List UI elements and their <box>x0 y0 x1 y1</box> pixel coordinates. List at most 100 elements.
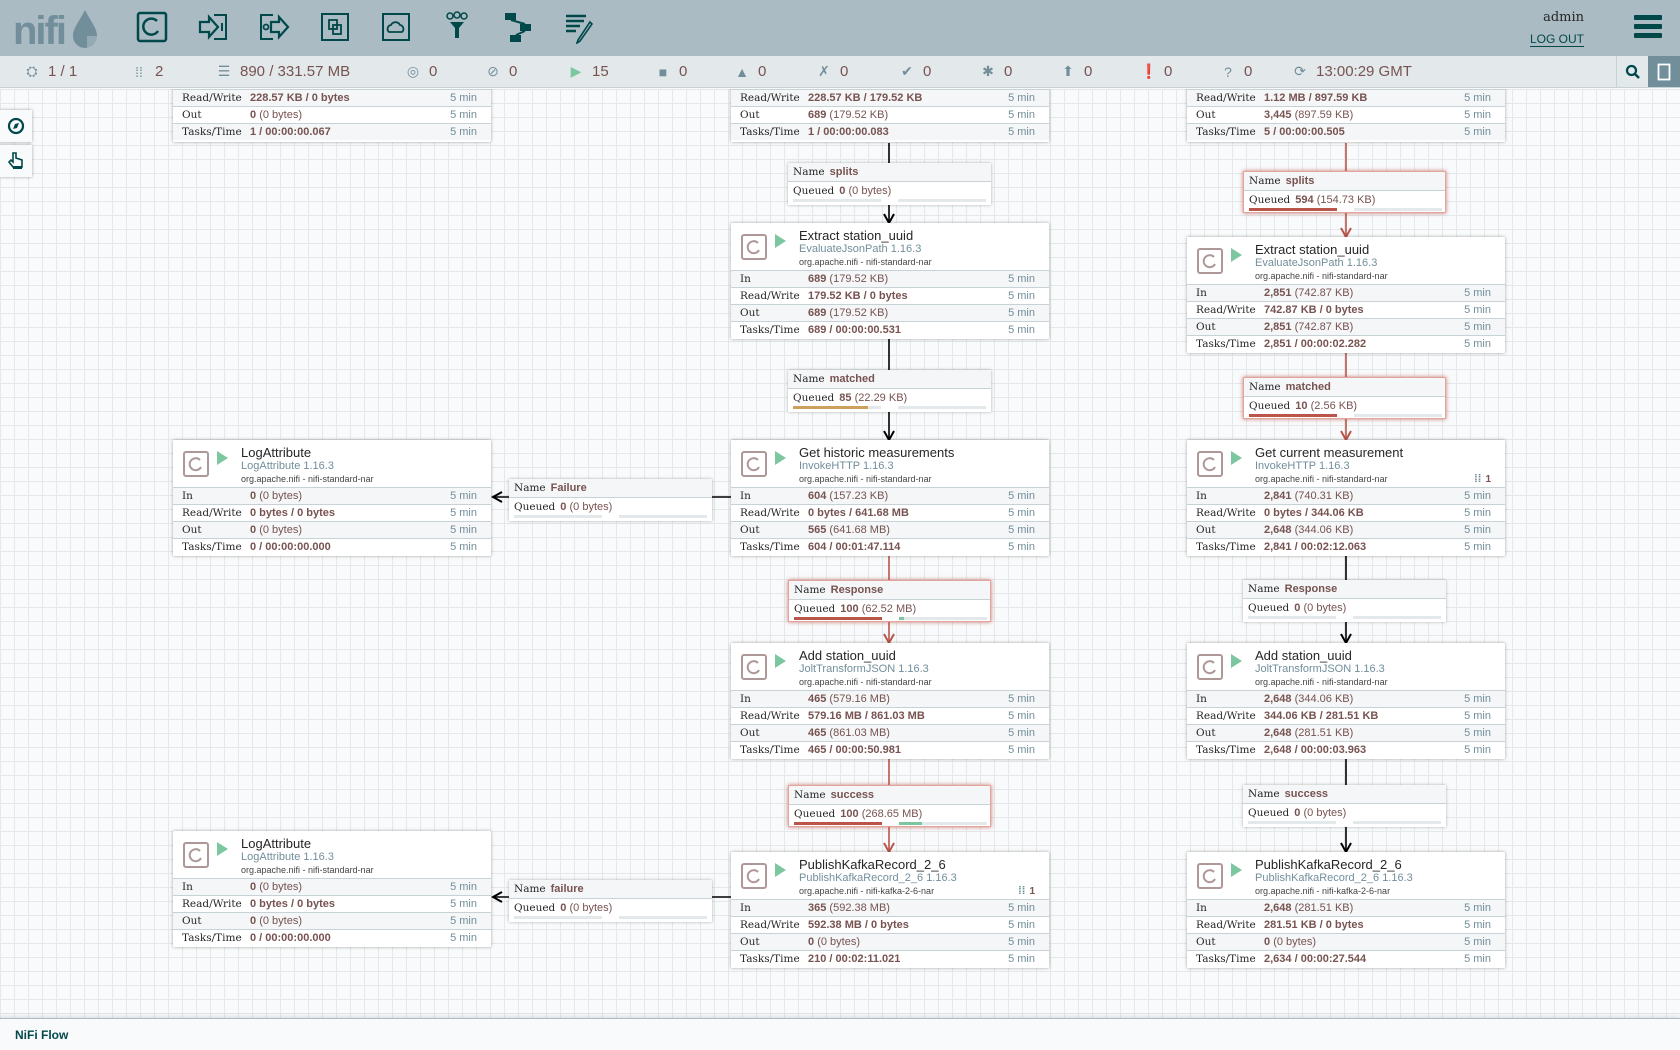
stat-value: 3,445 (897.59 KB) <box>1264 107 1353 123</box>
stat-row-read-write: Read/Write 0 bytes / 641.68 MB 5 min <box>731 504 1049 521</box>
stat-size: (0 bytes) <box>259 490 302 502</box>
flow-status-toggle-button[interactable] <box>1648 56 1680 87</box>
processor-type: EvaluateJsonPath 1.16.3 <box>799 243 922 255</box>
stat-window: 5 min <box>1008 727 1035 739</box>
stat-window: 5 min <box>1008 744 1035 756</box>
processor[interactable]: PublishKafkaRecord_2_6 PublishKafkaRecord… <box>731 852 1049 968</box>
stat-row-tasks-time: Tasks/Time 0 / 00:00:00.000 5 min <box>173 538 491 555</box>
stat-label: Tasks/Time <box>182 126 242 138</box>
stat-value: 2,648 (281.51 KB) <box>1264 900 1353 916</box>
navigate-button[interactable] <box>0 110 32 142</box>
input-port-icon[interactable] <box>196 10 230 44</box>
stat-label: Out <box>1196 524 1216 536</box>
queued-label: Queued <box>514 501 556 513</box>
queue-count-bar <box>514 515 602 518</box>
refresh-status[interactable]: ⟳ 13:00:29 GMT <box>1292 63 1412 80</box>
stat-count: 0 bytes / 641.68 MB <box>808 507 909 519</box>
stat-value: 0 (0 bytes) <box>250 913 302 929</box>
stat-count: 0 bytes / 344.06 KB <box>1264 507 1364 519</box>
funnel-icon[interactable] <box>440 10 474 44</box>
queued-label: Queued <box>794 808 836 820</box>
stat-label: Read/Write <box>740 919 800 931</box>
connection-label[interactable]: Name success Queued 0 (0 bytes) <box>1243 785 1446 827</box>
stat-value: 689 (179.52 KB) <box>808 305 888 321</box>
connection-name-row: Name splits <box>788 163 991 182</box>
stat-label: In <box>182 881 193 893</box>
stat-row-tasks-time: Tasks/Time 2,634 / 00:00:27.544 5 min <box>1187 950 1505 967</box>
stat-size: (742.87 KB) <box>1294 287 1354 299</box>
processor[interactable]: LogAttribute LogAttribute 1.16.3 org.apach… <box>173 440 491 556</box>
stat-size: (179.52 KB) <box>829 307 889 319</box>
queued-label: Queued <box>1249 194 1291 206</box>
processor-icon[interactable] <box>135 10 169 44</box>
stat-size: (281.51 KB) <box>1294 902 1354 914</box>
stat-row-in: In 0 (0 bytes) 5 min <box>173 878 491 895</box>
label-icon[interactable] <box>562 10 596 45</box>
stat-label: Tasks/Time <box>740 744 800 756</box>
name-label: Name <box>1249 175 1281 187</box>
stat-label: Tasks/Time <box>740 953 800 965</box>
stat-value: 689 (179.52 KB) <box>808 271 888 287</box>
processor[interactable]: Extract station_uuid EvaluateJsonPath 1.1… <box>1187 237 1505 353</box>
stat-row-tasks-time: Tasks/Time 2,841 / 00:02:12.063 5 min <box>1187 538 1505 555</box>
processor-icon <box>1197 654 1223 680</box>
processor[interactable]: Add station_uuid JoltTransformJSON 1.16.3… <box>1187 643 1505 759</box>
process-group-icon[interactable] <box>318 10 352 44</box>
flow-canvas[interactable]: Read/Write 228.57 KB / 0 bytes 5 min Out 0 (… <box>0 89 1680 1018</box>
connection-label[interactable]: Name Response Queued 100 (62.52 MB) <box>788 580 991 622</box>
connection-label[interactable]: Name splits Queued 594 (154.73 KB) <box>1243 171 1446 213</box>
stat-label: Tasks/Time <box>1196 126 1256 138</box>
processor[interactable]: Read/Write 228.57 KB / 179.52 KB 5 min Out 6… <box>731 89 1049 142</box>
template-icon[interactable] <box>501 10 535 44</box>
nifi-logo: nifi <box>13 9 99 50</box>
processor[interactable]: LogAttribute LogAttribute 1.16.3 org.apach… <box>173 831 491 947</box>
processor-name: PublishKafkaRecord_2_6 <box>1255 857 1402 872</box>
operate-button[interactable] <box>0 145 32 177</box>
queued-count: 0 <box>1294 602 1301 614</box>
output-port-icon[interactable] <box>257 10 291 44</box>
stat-window: 5 min <box>1008 92 1035 104</box>
connection-name-row: Name success <box>1243 785 1446 804</box>
logout-link[interactable]: LOG OUT <box>1529 32 1584 47</box>
active-threads-status: ⁞⁞ 2 <box>131 63 163 80</box>
hamburger-menu-icon[interactable] <box>1634 15 1662 39</box>
processor[interactable]: Extract station_uuid EvaluateJsonPath 1.1… <box>731 223 1049 339</box>
processor[interactable]: PublishKafkaRecord_2_6 PublishKafkaRecord… <box>1187 852 1505 968</box>
connection-name-row: Name Failure <box>509 479 712 498</box>
stat-row-read-write: Read/Write 579.16 MB / 861.03 MB 5 min <box>731 707 1049 724</box>
processor[interactable]: Get current measurement InvokeHTTP 1.16.3… <box>1187 440 1505 556</box>
connection-label[interactable]: Name Response Queued 0 (0 bytes) <box>1243 580 1446 622</box>
connection-label[interactable]: Name success Queued 100 (268.65 MB) <box>788 785 991 827</box>
connection-label[interactable]: Name splits Queued 0 (0 bytes) <box>788 163 991 205</box>
connection-label[interactable]: Name Failure Queued 0 (0 bytes) <box>509 479 712 521</box>
stat-row-out: Out 2,648 (281.51 KB) 5 min <box>1187 724 1505 741</box>
processor-stats: Read/Write 228.57 KB / 0 bytes 5 min Out 0 (… <box>173 89 491 140</box>
queue-count-fill <box>793 406 868 409</box>
queued-size: (0 bytes) <box>569 902 613 914</box>
refresh-icon[interactable]: ⟳ <box>1294 63 1306 79</box>
processor[interactable]: Read/Write 1.12 MB / 897.59 KB 5 min Out 3,4… <box>1187 89 1505 142</box>
search-button[interactable] <box>1616 56 1648 87</box>
processor[interactable]: Get historic measurements InvokeHTTP 1.16… <box>731 440 1049 556</box>
processor-bundle: org.apache.nifi - nifi-standard-nar <box>799 474 932 484</box>
queue-count-bar <box>1249 414 1337 417</box>
connection-label[interactable]: Name matched Queued 10 (2.56 KB) <box>1243 377 1446 419</box>
processor[interactable]: Add station_uuid JoltTransformJSON 1.16.3… <box>731 643 1049 759</box>
stat-size: (740.31 KB) <box>1294 490 1354 502</box>
stat-window: 5 min <box>450 524 477 536</box>
breadcrumb-nifi-flow[interactable]: NiFi Flow <box>15 1028 69 1042</box>
processor-icon <box>741 863 767 889</box>
locally-modified-status: ✱ 0 <box>980 63 1012 80</box>
stat-row-read-write: Read/Write 0 bytes / 344.06 KB 5 min <box>1187 504 1505 521</box>
stat-row-out: Out 0 (0 bytes) 5 min <box>1187 933 1505 950</box>
processor[interactable]: Read/Write 228.57 KB / 0 bytes 5 min Out 0 (… <box>173 89 491 142</box>
stat-window: 5 min <box>1464 490 1491 502</box>
connection-label[interactable]: Name matched Queued 85 (22.29 KB) <box>788 370 991 412</box>
arrowhead-icon <box>490 491 503 503</box>
queued-count: 0 <box>560 501 567 513</box>
remote-process-group-icon[interactable] <box>379 10 413 44</box>
connection-label[interactable]: Name failure Queued 0 (0 bytes) <box>509 880 712 922</box>
stat-value: 465 / 00:00:50.981 <box>808 742 901 758</box>
stat-row-in: In 0 (0 bytes) 5 min <box>173 487 491 504</box>
processor-name: Get current measurement <box>1255 445 1404 460</box>
